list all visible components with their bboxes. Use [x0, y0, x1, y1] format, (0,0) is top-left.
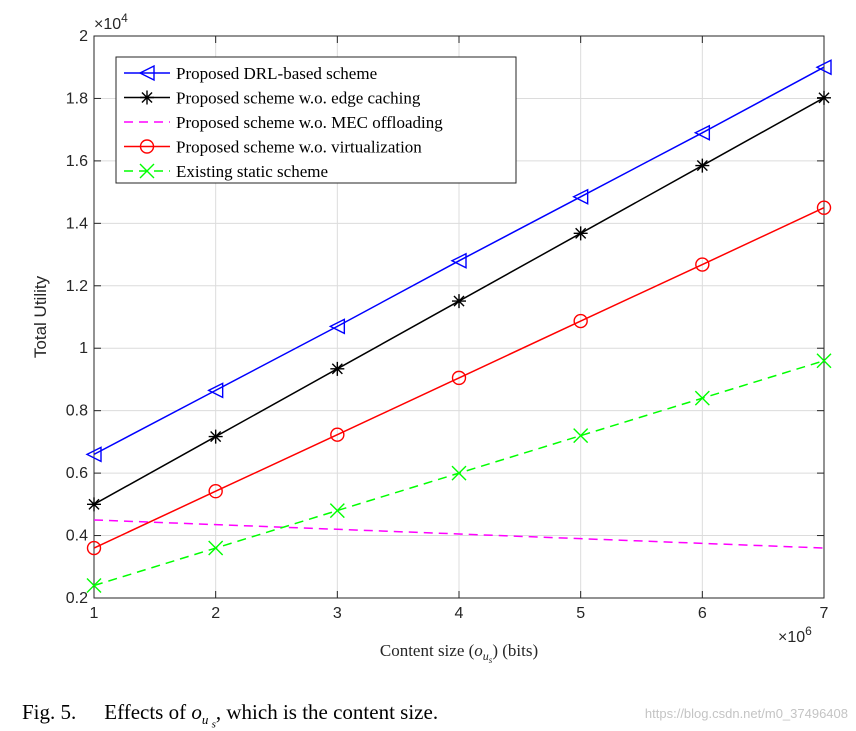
data-point — [451, 370, 467, 386]
data-point — [208, 484, 223, 499]
series-existing-static-scheme — [86, 353, 832, 594]
data-point — [208, 540, 224, 556]
series-line — [93, 66, 825, 456]
data-point — [86, 540, 102, 556]
data-point — [573, 313, 588, 329]
data-point — [328, 318, 346, 335]
x-tick-label: 7 — [820, 605, 829, 622]
y-tick-label: 0.4 — [66, 528, 88, 545]
series-line — [93, 207, 825, 549]
data-point — [450, 252, 467, 269]
x-tick-label: 2 — [211, 605, 220, 622]
y-tick-label: 1 — [79, 340, 88, 357]
data-point — [86, 578, 102, 594]
data-point — [572, 188, 589, 205]
data-point — [816, 353, 832, 369]
data-point — [694, 390, 710, 406]
data-point — [329, 503, 345, 519]
legend-item: Proposed scheme w.o. edge caching — [124, 89, 421, 108]
data-point — [330, 427, 345, 442]
y-tick-label: 2 — [79, 28, 88, 45]
y-axis-label: Total Utility — [31, 275, 50, 358]
data-point — [208, 429, 223, 444]
legend-label: Proposed DRL-based scheme — [176, 64, 377, 83]
data-point — [815, 59, 832, 76]
y-tick-label: 1.8 — [66, 90, 88, 107]
series-proposed-scheme-w-o-mec-offloading — [93, 519, 825, 549]
x-axis-label: Content size (ous) (bits) — [380, 641, 538, 665]
data-point — [817, 90, 831, 105]
legend-item: Proposed scheme w.o. MEC offloading — [124, 113, 443, 132]
data-point — [140, 90, 154, 105]
y-tick-label: 1.4 — [66, 215, 88, 232]
data-point — [573, 428, 589, 444]
series-layer — [85, 59, 832, 594]
y-tick-label: 1.2 — [66, 278, 88, 295]
x-tick-label: 5 — [576, 605, 585, 622]
watermark: https://blog.csdn.net/m0_37496408 — [644, 706, 848, 721]
data-point — [693, 124, 711, 141]
legend-label: Existing static scheme — [176, 162, 328, 181]
legend-item: Proposed scheme w.o. virtualization — [124, 138, 422, 157]
x-axis-exponent: ×106 — [778, 624, 812, 646]
data-point — [573, 226, 588, 241]
legend-item: Existing static scheme — [124, 162, 328, 181]
ticks: 1 2 3 4 5 6 7 0.2 0.4 0.6 0.8 1 1.2 1.4 1.6 1.8 2 — [66, 28, 829, 622]
legend-label: Proposed scheme w.o. MEC offloading — [176, 113, 443, 132]
x-tick-label: 1 — [90, 605, 99, 622]
data-point — [138, 64, 155, 82]
series-proposed-scheme-w-o-virtualization — [86, 200, 832, 556]
data-point — [695, 257, 710, 272]
data-point — [330, 361, 345, 376]
legend-label: Proposed scheme w.o. virtualization — [176, 138, 422, 157]
data-point — [695, 158, 710, 173]
data-point — [85, 446, 102, 463]
series-proposed-scheme-w-o-edge-caching — [87, 90, 831, 512]
y-axis-exponent: ×104 — [94, 11, 128, 33]
caption-label: Fig. 5. — [22, 700, 77, 724]
chart: 1 2 3 4 5 6 7 0.2 0.4 0.6 0.8 1 1.2 1.4 1.6 1.8 2 ×104 ×… — [31, 11, 832, 665]
data-point — [207, 382, 224, 399]
caption-text: Effects of ou s, which is the content si… — [104, 700, 439, 731]
figure-caption: Fig. 5. Effects of ou s, which is the con… — [22, 700, 438, 731]
data-point — [452, 294, 466, 309]
data-point — [139, 139, 155, 154]
legend: Proposed DRL-based scheme Proposed scheme… — [115, 56, 517, 184]
series-proposed-drl-based-scheme — [85, 59, 832, 463]
series-line — [93, 519, 825, 549]
legend-box — [115, 56, 517, 184]
data-point — [816, 200, 832, 215]
x-tick-label: 6 — [698, 605, 707, 622]
data-point — [451, 465, 467, 481]
legend-item: Proposed DRL-based scheme — [124, 64, 377, 83]
y-tick-label: 0.2 — [66, 590, 88, 607]
y-tick-label: 0.8 — [66, 403, 88, 420]
y-tick-label: 0.6 — [66, 465, 88, 482]
x-tick-label: 4 — [455, 605, 464, 622]
data-point — [87, 497, 101, 512]
x-tick-label: 3 — [333, 605, 342, 622]
data-point — [139, 163, 155, 179]
legend-label: Proposed scheme w.o. edge caching — [176, 89, 421, 108]
y-tick-label: 1.6 — [66, 153, 88, 170]
